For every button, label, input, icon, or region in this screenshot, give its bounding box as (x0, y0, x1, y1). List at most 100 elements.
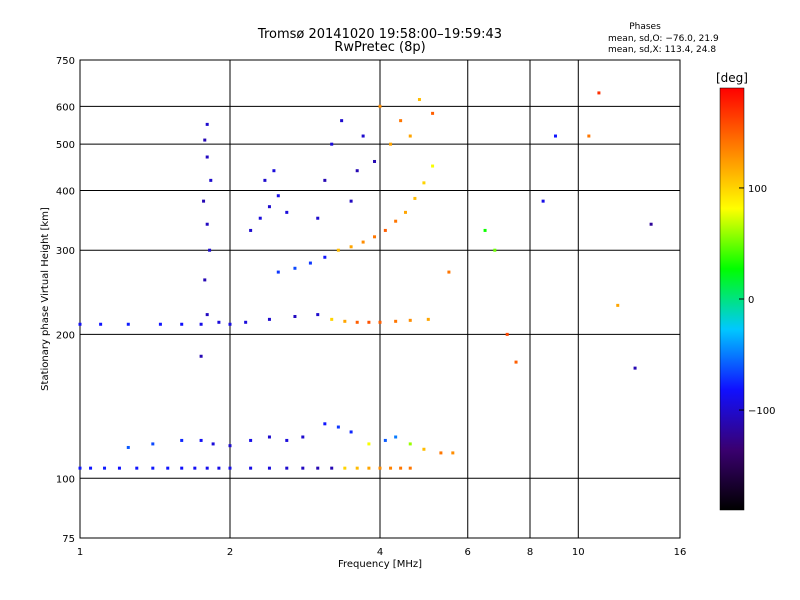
data-point (293, 314, 297, 318)
data-point (228, 322, 232, 326)
data-point (308, 261, 312, 265)
data-point (209, 178, 213, 182)
y-tick-label: 400 (56, 186, 75, 197)
data-point (249, 228, 253, 232)
data-point (199, 354, 203, 358)
data-point (399, 466, 403, 470)
data-point (316, 466, 320, 470)
data-point (180, 438, 184, 442)
data-point (166, 466, 170, 470)
data-point (367, 320, 371, 324)
data-point (272, 169, 276, 173)
data-point (117, 466, 121, 470)
data-point (301, 435, 305, 439)
data-point (78, 322, 82, 326)
data-point (208, 248, 212, 252)
data-point (389, 466, 393, 470)
data-point (408, 318, 412, 322)
data-point (301, 466, 305, 470)
data-point (267, 205, 271, 209)
data-point (597, 91, 601, 95)
data-point (403, 210, 407, 214)
data-point (587, 134, 591, 138)
data-point (340, 119, 344, 123)
x-tick-label: 10 (572, 547, 585, 558)
data-point (205, 222, 209, 226)
x-tick-label: 2 (227, 547, 233, 558)
chart-subtitle: RwPretec (8p) (334, 40, 426, 55)
data-point (616, 303, 620, 307)
data-point (378, 320, 382, 324)
data-point (199, 438, 203, 442)
x-tick-label: 4 (377, 547, 383, 558)
data-point (330, 142, 334, 146)
data-point (336, 425, 340, 429)
x-tick-label: 8 (527, 547, 533, 558)
colorbar-tick-label: −100 (748, 406, 775, 417)
x-tick-label: 16 (674, 547, 687, 558)
data-point (180, 322, 184, 326)
data-point (431, 164, 435, 168)
data-point (493, 248, 497, 252)
y-axis-label: Stationary phase Virtual Height [km] (40, 207, 51, 391)
data-point (422, 181, 426, 185)
phases-info-x: mean, sd,X: 113.4, 24.8 (608, 45, 717, 55)
data-point (151, 442, 155, 446)
data-point (413, 196, 417, 200)
colorbar-tick-label: 100 (748, 184, 767, 195)
data-point (323, 255, 327, 259)
data-point (203, 278, 207, 282)
y-tick-label: 75 (62, 534, 75, 545)
x-tick-label: 6 (465, 547, 471, 558)
data-point (211, 442, 215, 446)
data-point (244, 320, 248, 324)
data-point (135, 466, 139, 470)
data-point (373, 235, 377, 239)
data-point (151, 466, 155, 470)
data-point (99, 322, 103, 326)
y-tick-label: 200 (56, 330, 75, 341)
data-point (505, 332, 509, 336)
data-point (285, 438, 289, 442)
data-point (431, 111, 435, 115)
data-point (439, 451, 443, 455)
data-point (323, 422, 327, 426)
colorbar-label: [deg] (716, 71, 748, 85)
data-point (158, 322, 162, 326)
data-point (316, 216, 320, 220)
data-point (330, 466, 334, 470)
data-point (355, 466, 359, 470)
data-point (394, 219, 398, 223)
data-point (361, 134, 365, 138)
data-point (78, 466, 82, 470)
data-point (541, 199, 545, 203)
data-point (267, 435, 271, 439)
data-point (199, 322, 203, 326)
data-point (217, 466, 221, 470)
data-point (367, 442, 371, 446)
data-point (649, 222, 653, 226)
data-point (249, 466, 253, 470)
data-point (633, 366, 637, 370)
chart-title: Tromsø 20141020 19:58:00–19:59:43 (257, 27, 503, 42)
data-point (349, 430, 353, 434)
data-point (103, 466, 107, 470)
data-point (394, 435, 398, 439)
x-axis-label: Frequency [MHz] (338, 559, 422, 570)
data-point (205, 313, 209, 317)
data-point (205, 466, 209, 470)
y-tick-label: 100 (56, 474, 75, 485)
data-point (228, 444, 232, 448)
data-point (389, 142, 393, 146)
data-point (373, 159, 377, 163)
y-tick-label: 750 (56, 56, 75, 67)
data-point (383, 228, 387, 232)
data-point (126, 445, 130, 449)
data-point (349, 245, 353, 249)
data-point (330, 317, 334, 321)
phases-info-o: mean, sd,O: −76.0, 21.9 (608, 34, 719, 44)
x-tick-label: 1 (77, 547, 83, 558)
data-point (228, 466, 232, 470)
data-point (417, 98, 421, 102)
